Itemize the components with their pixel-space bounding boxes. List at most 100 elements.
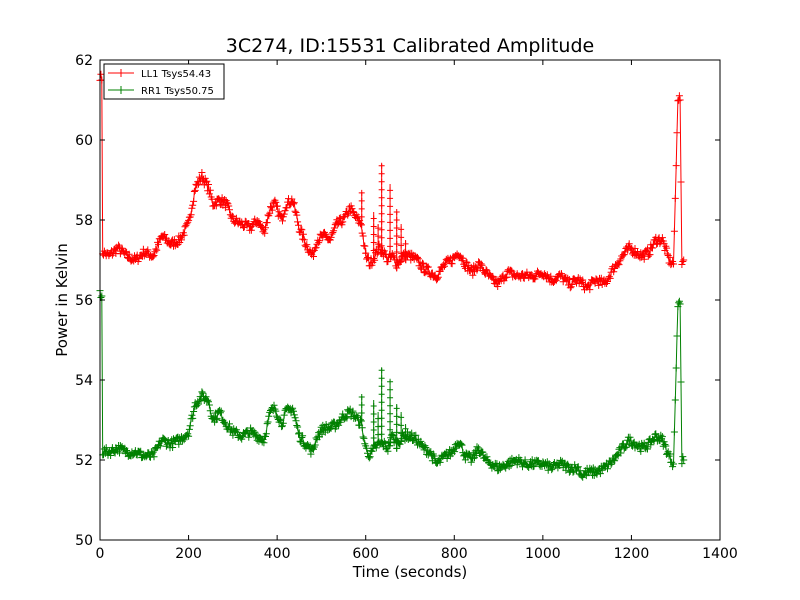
- data-point: [123, 447, 131, 454]
- data-point: [357, 221, 365, 229]
- data-point: [293, 422, 301, 429]
- data-point: [387, 219, 394, 226]
- data-point: [226, 206, 233, 214]
- data-point: [398, 422, 405, 429]
- data-point: [205, 401, 213, 409]
- data-point: [401, 436, 409, 444]
- data-point: [397, 257, 405, 265]
- data-point: [272, 407, 280, 415]
- data-point: [400, 254, 408, 262]
- data-point: [616, 257, 624, 265]
- data-point: [251, 428, 259, 436]
- data-point: [125, 250, 133, 258]
- data-point: [634, 248, 641, 255]
- data-point: [426, 449, 434, 457]
- data-point: [366, 453, 374, 461]
- data-point: [114, 447, 122, 455]
- data-point: [452, 444, 460, 452]
- data-point: [268, 206, 276, 214]
- data-point: [260, 439, 268, 447]
- data-point: [169, 444, 177, 451]
- data-point: [625, 240, 633, 248]
- data-point: [295, 430, 302, 438]
- data-point: [604, 465, 611, 473]
- data-point: [202, 393, 210, 401]
- data-point: [327, 233, 335, 241]
- data-point: [370, 402, 377, 409]
- data-point: [677, 378, 685, 386]
- data-point: [292, 417, 300, 425]
- data-point: [579, 276, 587, 284]
- data-point: [398, 234, 405, 241]
- data-point: [161, 436, 169, 443]
- data-point: [387, 187, 394, 194]
- data-point: [479, 448, 487, 456]
- data-point: [380, 247, 388, 255]
- data-point: [294, 218, 302, 226]
- data-point: [393, 233, 400, 240]
- data-point: [185, 425, 193, 433]
- data-point: [393, 413, 400, 420]
- data-point: [370, 231, 377, 238]
- data-point: [389, 252, 397, 260]
- data-point: [358, 409, 365, 416]
- data-point: [508, 267, 516, 275]
- data-point: [507, 462, 515, 469]
- data-point: [150, 453, 158, 461]
- data-point: [149, 448, 157, 456]
- data-point: [155, 240, 162, 248]
- data-point: [185, 432, 193, 440]
- data-point: [359, 232, 367, 240]
- data-point: [393, 429, 400, 436]
- data-point: [264, 418, 272, 426]
- data-point: [262, 430, 270, 438]
- data-point: [670, 428, 678, 436]
- data-point: [354, 213, 362, 221]
- data-point: [228, 212, 236, 220]
- data-point: [178, 236, 185, 244]
- data-point: [398, 242, 405, 249]
- legend-box: [103, 63, 225, 100]
- data-point: [552, 277, 560, 285]
- data-point: [293, 211, 301, 219]
- data-point: [303, 241, 311, 249]
- data-point: [375, 225, 382, 232]
- data-point: [290, 199, 298, 207]
- data-point: [253, 217, 261, 224]
- data-point: [378, 178, 385, 185]
- data-point: [680, 256, 688, 264]
- data-point: [644, 252, 652, 260]
- data-point: [440, 261, 448, 269]
- data-point: [316, 237, 323, 245]
- data-point: [358, 229, 366, 237]
- data-point: [290, 200, 297, 208]
- data-point: [372, 444, 380, 452]
- data-point: [299, 432, 307, 440]
- data-point: [658, 433, 666, 441]
- data-point: [289, 404, 297, 412]
- data-point: [378, 407, 385, 414]
- data-point: [414, 255, 422, 263]
- x-tick-label: 1200: [614, 546, 650, 562]
- y-axis-label: Power in Kelvin: [53, 243, 71, 357]
- data-point: [393, 225, 400, 232]
- data-point: [387, 418, 394, 425]
- data-point: [384, 258, 392, 265]
- y-tick-label: 52: [75, 453, 93, 469]
- data-point: [181, 223, 189, 231]
- series-rr1: [96, 287, 688, 481]
- data-point: [387, 211, 394, 218]
- data-point: [278, 423, 286, 431]
- data-point: [439, 264, 447, 271]
- series-ll1: [96, 70, 688, 294]
- data-point: [365, 454, 373, 462]
- data-point: [178, 437, 186, 445]
- data-point: [387, 386, 394, 393]
- data-point: [309, 445, 317, 453]
- data-point: [387, 394, 394, 401]
- data-point: [362, 249, 370, 257]
- data-point: [586, 286, 594, 294]
- data-point: [462, 258, 470, 266]
- data-point: [387, 438, 394, 446]
